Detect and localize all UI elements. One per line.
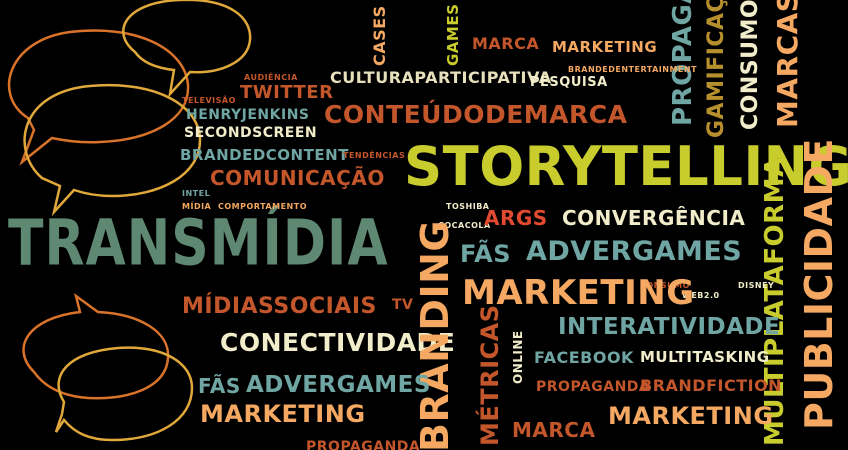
word-pesquisa: PESQUISA bbox=[530, 75, 608, 90]
speech-bubble-icon bbox=[22, 292, 170, 400]
word-disney: DISNEY bbox=[738, 281, 775, 290]
word-advergames-mid: ADVERGAMES bbox=[526, 236, 743, 267]
word-fas-low: FÃS bbox=[198, 374, 241, 398]
word-conectividade: CONECTIVIDADE bbox=[220, 328, 456, 357]
word-marketing-mid: MARKETING bbox=[462, 273, 695, 313]
word-audiencia: AUDIÊNCIA bbox=[244, 73, 298, 82]
word-midiassociais: MÍDIASSOCIAIS bbox=[182, 294, 377, 319]
speech-bubble-icon bbox=[54, 346, 194, 442]
word-multitasking: MULTITASKING bbox=[640, 348, 770, 366]
word-marketing-top: MARKETING bbox=[552, 38, 658, 56]
word-comportamento: COMPORTAMENTO bbox=[218, 202, 308, 211]
word-marketing-low-right: MARKETING bbox=[608, 402, 774, 430]
word-marcas: MARCAS bbox=[771, 0, 804, 128]
word-branding: BRANDING bbox=[413, 219, 457, 450]
word-consumo: CONSUMO bbox=[738, 0, 763, 130]
speech-bubble-icon bbox=[23, 83, 202, 217]
word-comunicacao: COMUNICAÇÃO bbox=[210, 166, 385, 190]
word-brandedcontent: BRANDEDCONTENT bbox=[180, 146, 349, 164]
word-intel: INTEL bbox=[182, 189, 211, 198]
word-metricas: MÉTRICAS bbox=[476, 304, 504, 446]
word-marca-top: MARCA bbox=[472, 34, 540, 53]
word-brandfiction: BRANDFICTION bbox=[640, 376, 783, 395]
word-web20: WEB2.0 bbox=[682, 291, 720, 300]
speech-bubble-icon bbox=[122, 0, 252, 98]
word-televisao: TELEVISÃO bbox=[182, 96, 236, 105]
word-brandedentertainment: BRANDEDENTERTAINMENT bbox=[568, 65, 698, 74]
word-propaganda-top: PROPAGANDA bbox=[668, 0, 698, 126]
word-gamificacao: GAMIFICAÇÃO bbox=[704, 0, 729, 138]
speech-bubble-icon bbox=[7, 29, 190, 166]
word-twitter: TWITTER bbox=[240, 82, 334, 103]
word-henryjenkins: HENRYJENKINS bbox=[186, 107, 310, 123]
word-fas-mid: FÃS bbox=[460, 240, 511, 268]
word-tv: TV bbox=[392, 297, 414, 313]
word-tendencias: TENDÊNCIAS bbox=[343, 151, 406, 160]
word-facebook: FACEBOOK bbox=[534, 348, 634, 367]
word-online: ONLINE bbox=[511, 330, 525, 384]
word-convergencia: CONVERGÊNCIA bbox=[562, 206, 746, 230]
word-args: ARGS bbox=[484, 206, 548, 230]
word-secondscreen: SECONDSCREEN bbox=[184, 125, 318, 141]
word-advergames-low: ADVERGAMES bbox=[246, 372, 431, 398]
word-consumo-small: CONSUMO bbox=[640, 281, 690, 290]
word-cocacola: COCACOLA bbox=[438, 221, 491, 230]
word-conteudodemarca: CONTEÚDODEMARCA bbox=[324, 100, 628, 129]
word-midia: MÍDIA bbox=[182, 202, 212, 211]
word-marca-low: MARCA bbox=[512, 418, 596, 442]
word-marketing-low: MARKETING bbox=[200, 400, 366, 428]
word-culturaparticipativa: CULTURAPARTICIPATIVA bbox=[330, 68, 552, 87]
word-interatividade: INTERATIVIDADE bbox=[558, 314, 781, 340]
word-toshiba: TOSHIBA bbox=[446, 202, 490, 211]
word-publicidade: PUBLICIDADE bbox=[797, 137, 841, 430]
word-storytelling: STORYTELLING bbox=[404, 135, 848, 198]
word-games: GAMES bbox=[444, 3, 462, 66]
word-transmidia: TRANSMÍDIA bbox=[8, 207, 389, 281]
word-propaganda-bottom: PROPAGANDA bbox=[306, 439, 421, 450]
word-propaganda-low: PROPAGANDA bbox=[536, 379, 651, 395]
word-cases: CASES bbox=[370, 5, 389, 66]
